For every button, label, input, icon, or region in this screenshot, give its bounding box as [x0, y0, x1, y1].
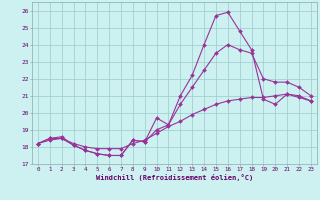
X-axis label: Windchill (Refroidissement éolien,°C): Windchill (Refroidissement éolien,°C) [96, 174, 253, 181]
